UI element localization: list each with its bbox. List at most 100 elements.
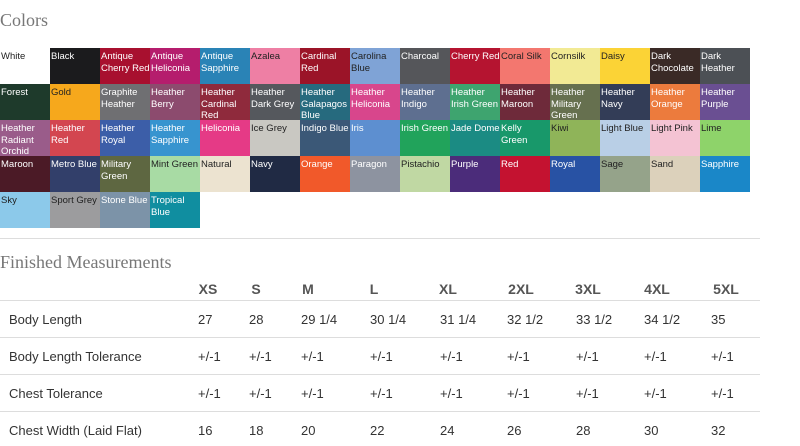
- color-swatch[interactable]: Metro Blue: [50, 156, 100, 192]
- measure-value: +/-1: [576, 386, 599, 401]
- row-label: Body Length Tolerance: [9, 349, 142, 364]
- color-swatch[interactable]: Heather Dark Grey: [250, 84, 300, 120]
- color-swatch[interactable]: Sport Grey: [50, 192, 100, 228]
- color-swatch[interactable]: Coral Silk: [500, 48, 550, 84]
- color-swatch[interactable]: Ice Grey: [250, 120, 300, 156]
- measure-value: 26: [507, 423, 522, 438]
- measure-value: +/-1: [198, 349, 221, 364]
- color-swatch[interactable]: Sky: [0, 192, 50, 228]
- color-swatch[interactable]: Dark Chocolate: [650, 48, 700, 84]
- color-swatch[interactable]: Antique Sapphire: [200, 48, 250, 84]
- color-swatch[interactable]: Heather Maroon: [500, 84, 550, 120]
- color-swatch[interactable]: Heliconia: [200, 120, 250, 156]
- color-swatch[interactable]: Sand: [650, 156, 700, 192]
- color-swatch[interactable]: Paragon: [350, 156, 400, 192]
- color-swatch[interactable]: Cornsilk: [550, 48, 600, 84]
- color-swatch[interactable]: Charcoal: [400, 48, 450, 84]
- color-swatch[interactable]: Mint Green: [150, 156, 200, 192]
- size-header: 3XL: [575, 281, 601, 297]
- measure-value: 30 1/4: [370, 312, 407, 327]
- size-header: L: [369, 281, 379, 297]
- measure-value: 18: [249, 423, 264, 438]
- color-swatch[interactable]: Heather Military Green: [550, 84, 600, 120]
- size-header: XS: [198, 281, 218, 297]
- color-swatch[interactable]: Cardinal Red: [300, 48, 350, 84]
- color-swatch[interactable]: Stone Blue: [100, 192, 150, 228]
- color-swatch[interactable]: Antique Heliconia: [150, 48, 200, 84]
- measure-value: 32 1/2: [507, 312, 544, 327]
- size-header: M: [302, 281, 314, 297]
- color-swatch[interactable]: Heather Red: [50, 120, 100, 156]
- color-swatch[interactable]: Carolina Blue: [350, 48, 400, 84]
- color-swatch[interactable]: Iris: [350, 120, 400, 156]
- measure-value: +/-1: [440, 386, 463, 401]
- color-swatch[interactable]: Heather Orange: [650, 84, 700, 120]
- color-swatch[interactable]: Heather Berry: [150, 84, 200, 120]
- color-swatch[interactable]: Indigo Blue: [300, 120, 350, 156]
- color-swatch[interactable]: Antique Cherry Red: [100, 48, 150, 84]
- size-header: S: [251, 281, 261, 297]
- measure-value: 34 1/2: [644, 312, 681, 327]
- color-swatch[interactable]: Orange: [300, 156, 350, 192]
- measure-value: 29 1/4: [301, 312, 338, 327]
- color-swatch[interactable]: Heather Irish Green: [450, 84, 500, 120]
- color-swatch[interactable]: Heather Heliconia: [350, 84, 400, 120]
- color-swatch[interactable]: Tropical Blue: [150, 192, 200, 228]
- size-header: XL: [439, 281, 457, 297]
- colors-title: Colors: [0, 10, 49, 30]
- color-swatch[interactable]: Heather Sapphire: [150, 120, 200, 156]
- measure-value: 22: [370, 423, 385, 438]
- color-swatch[interactable]: Jade Dome: [450, 120, 500, 156]
- color-swatch[interactable]: Sage: [600, 156, 650, 192]
- color-swatch[interactable]: Maroon: [0, 156, 50, 192]
- color-swatch[interactable]: Purple: [450, 156, 500, 192]
- measure-value: 28: [249, 312, 264, 327]
- color-swatch[interactable]: Gold: [50, 84, 100, 120]
- color-swatch[interactable]: Kelly Green: [500, 120, 550, 156]
- measure-value: 30: [644, 423, 659, 438]
- measure-value: +/-1: [249, 386, 272, 401]
- measure-value: +/-1: [644, 349, 667, 364]
- measure-value: +/-1: [370, 349, 393, 364]
- color-swatch[interactable]: Light Pink: [650, 120, 700, 156]
- color-swatch[interactable]: Forest: [0, 84, 50, 120]
- color-swatch[interactable]: Heather Galapagos Blue: [300, 84, 350, 120]
- color-swatch[interactable]: Heather Purple: [700, 84, 750, 120]
- color-swatch[interactable]: White: [0, 48, 50, 84]
- color-swatch[interactable]: Heather Royal: [100, 120, 150, 156]
- color-swatch[interactable]: Kiwi: [550, 120, 600, 156]
- color-swatch[interactable]: Daisy: [600, 48, 650, 84]
- color-swatch[interactable]: Light Blue: [600, 120, 650, 156]
- row-rule: [0, 337, 760, 338]
- color-swatch[interactable]: Lime: [700, 120, 750, 156]
- measure-value: +/-1: [711, 349, 734, 364]
- color-swatch[interactable]: Heather Cardinal Red: [200, 84, 250, 120]
- color-swatch[interactable]: Natural: [200, 156, 250, 192]
- color-swatch[interactable]: Heather Indigo: [400, 84, 450, 120]
- color-swatch[interactable]: Heather Navy: [600, 84, 650, 120]
- color-swatch[interactable]: Royal: [550, 156, 600, 192]
- size-header: 4XL: [644, 281, 670, 297]
- color-swatch[interactable]: Red: [500, 156, 550, 192]
- measurements-title: Finished Measurements: [0, 252, 172, 272]
- color-swatch[interactable]: Dark Heather: [700, 48, 750, 84]
- size-header: 2XL: [508, 281, 534, 297]
- color-swatch[interactable]: Graphite Heather: [100, 84, 150, 120]
- measure-value: +/-1: [301, 386, 324, 401]
- measure-value: +/-1: [507, 349, 530, 364]
- measure-value: +/-1: [440, 349, 463, 364]
- color-swatch[interactable]: Irish Green: [400, 120, 450, 156]
- measure-value: 35: [711, 312, 726, 327]
- measure-value: +/-1: [301, 349, 324, 364]
- color-swatch[interactable]: Sapphire: [700, 156, 750, 192]
- row-label: Body Length: [9, 312, 83, 327]
- color-swatch[interactable]: Navy: [250, 156, 300, 192]
- color-swatch[interactable]: Azalea: [250, 48, 300, 84]
- color-swatch[interactable]: Black: [50, 48, 100, 84]
- color-swatch[interactable]: Heather Radiant Orchid: [0, 120, 50, 156]
- color-swatch[interactable]: Cherry Red: [450, 48, 500, 84]
- row-rule: [0, 374, 760, 375]
- color-swatch[interactable]: Military Green: [100, 156, 150, 192]
- color-swatch[interactable]: Pistachio: [400, 156, 450, 192]
